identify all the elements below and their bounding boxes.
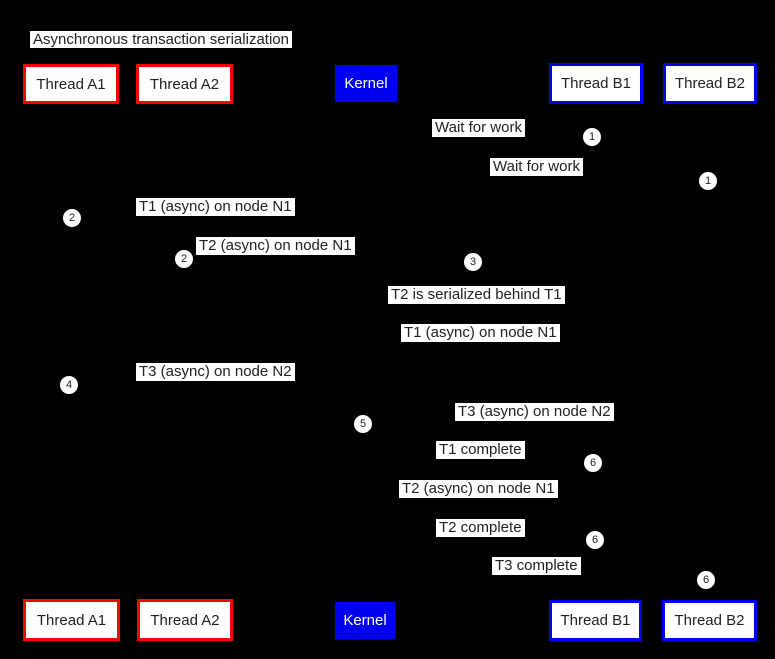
message-label: T2 complete: [436, 519, 525, 537]
step-badge: 1: [699, 172, 717, 190]
actor-thread-a2-bottom: Thread A2: [137, 599, 233, 641]
message-label: T2 (async) on node N1: [196, 237, 355, 255]
actor-thread-a2-top: Thread A2: [136, 64, 233, 104]
step-badge: 6: [584, 454, 602, 472]
step-badge: 1: [583, 128, 601, 146]
message-label: Wait for work: [432, 119, 525, 137]
message-label: T2 is serialized behind T1: [388, 286, 565, 304]
step-badge: 4: [60, 376, 78, 394]
actor-thread-a1-top: Thread A1: [23, 64, 119, 104]
message-label: Wait for work: [490, 158, 583, 176]
step-badge: 6: [697, 571, 715, 589]
actor-thread-b2-bottom: Thread B2: [662, 600, 757, 641]
message-label: T3 (async) on node N2: [455, 403, 614, 421]
actor-thread-a1-bottom: Thread A1: [23, 599, 120, 641]
message-label: T1 (async) on node N1: [401, 324, 560, 342]
message-label: T3 complete: [492, 557, 581, 575]
step-badge: 2: [175, 250, 193, 268]
step-badge: 3: [464, 253, 482, 271]
message-label: T3 (async) on node N2: [136, 363, 295, 381]
diagram-title: Asynchronous transaction serialization: [30, 31, 292, 48]
actor-kernel-bottom: Kernel: [335, 602, 395, 639]
step-badge: 5: [354, 415, 372, 433]
actor-thread-b1-bottom: Thread B1: [549, 600, 642, 641]
message-label: T1 (async) on node N1: [136, 198, 295, 216]
message-label: T2 (async) on node N1: [399, 480, 558, 498]
actor-thread-b1-top: Thread B1: [549, 63, 643, 104]
message-label: T1 complete: [436, 441, 525, 459]
actor-kernel-top: Kernel: [335, 65, 397, 102]
actor-thread-b2-top: Thread B2: [663, 63, 757, 104]
step-badge: 2: [63, 209, 81, 227]
step-badge: 6: [586, 531, 604, 549]
